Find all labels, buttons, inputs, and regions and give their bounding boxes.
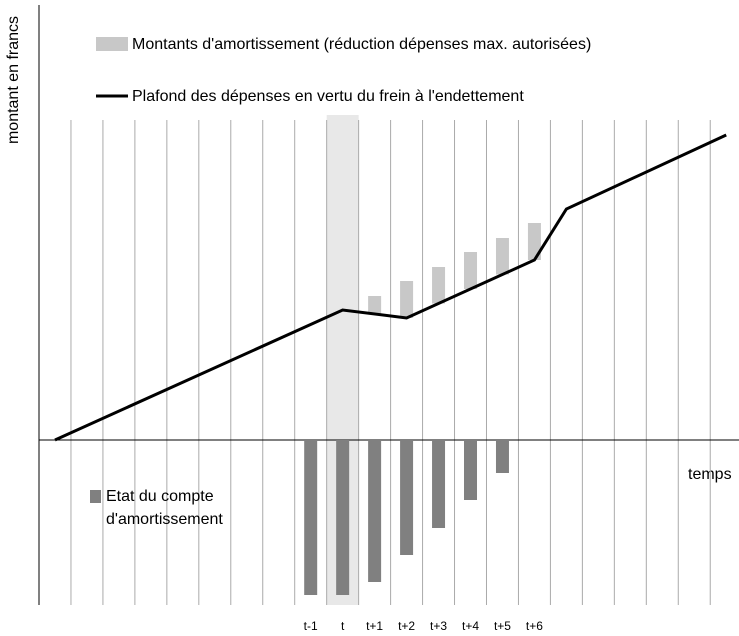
bar [464, 252, 478, 289]
bar [304, 440, 318, 595]
legend-swatch [96, 37, 128, 51]
x-tick-label: t+1 [366, 619, 383, 633]
x-tick-label: t+2 [398, 619, 415, 633]
x-tick-label: t+6 [526, 619, 543, 633]
x-tick-label: t+3 [430, 619, 447, 633]
x-tick-label: t-1 [304, 619, 318, 633]
bar [432, 440, 446, 528]
legend-label: Montants d'amortissement (réduction dépe… [132, 36, 591, 53]
bar [336, 440, 350, 595]
x-tick-label: t [341, 619, 345, 633]
line [54, 133, 727, 442]
bar [400, 440, 414, 555]
bar [368, 440, 382, 582]
legend-swatch [90, 490, 101, 503]
x-tick-label: t+5 [494, 619, 511, 633]
bar [464, 440, 478, 500]
bar [527, 223, 541, 260]
bar [495, 440, 509, 473]
bar [368, 296, 382, 314]
bar [400, 281, 414, 318]
legend-label: Plafond des dépenses en vertu du frein à… [132, 88, 524, 105]
legend-label: Etat du compte d'amortissement [106, 488, 223, 528]
bar [495, 238, 509, 275]
bar [432, 267, 446, 304]
x-tick-label: t+4 [462, 619, 479, 633]
y-axis-label: montant en francs [5, 16, 22, 144]
